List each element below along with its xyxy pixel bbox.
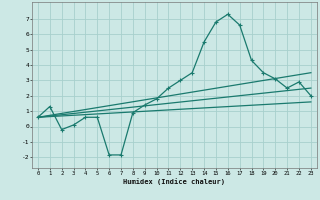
X-axis label: Humidex (Indice chaleur): Humidex (Indice chaleur) [124, 178, 225, 185]
